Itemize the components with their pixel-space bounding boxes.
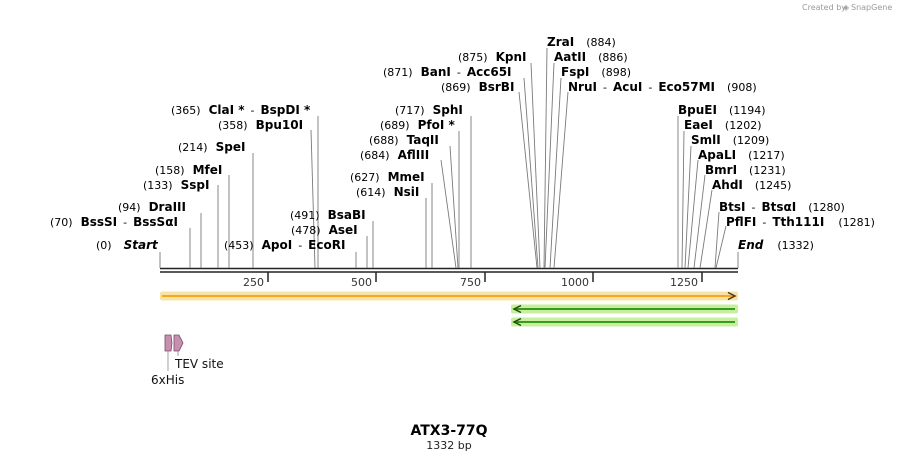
nruI-connector bbox=[553, 91, 569, 269]
feature-tev-site[interactable]: TEV site bbox=[173, 334, 224, 371]
site-aatII: AatII (886) bbox=[554, 50, 628, 64]
site-speI: (214) SpeI bbox=[178, 140, 245, 154]
kpnI-connector bbox=[530, 62, 541, 269]
smlI-connector bbox=[684, 145, 692, 269]
apaLI-connector bbox=[687, 159, 699, 269]
6xhis-feature-icon bbox=[164, 334, 173, 352]
orf-reverse-2-arrowhead-icon bbox=[512, 317, 522, 327]
feature-label-tev: TEV site bbox=[174, 357, 224, 371]
bmrI-connector bbox=[693, 174, 706, 269]
ruler-tick-label: 250 bbox=[243, 276, 264, 289]
site-apoI: (453) ApoI - EcoRI bbox=[224, 238, 345, 252]
feature-6xhis[interactable]: 6xHis bbox=[151, 334, 184, 387]
taqII-connector bbox=[449, 145, 459, 269]
banI-connector bbox=[523, 77, 539, 269]
site-pfoI: (689) PfoI * bbox=[380, 118, 455, 132]
site-bsrBI: (869) BsrBI bbox=[441, 80, 514, 94]
ruler: 250 500 750 1000 1250 bbox=[243, 272, 703, 289]
end-label: End (1332) bbox=[738, 238, 814, 252]
site-fspI: FspI (898) bbox=[561, 65, 631, 79]
pflFI-connector bbox=[715, 225, 727, 269]
orf-reverse-arrow-1[interactable] bbox=[511, 304, 738, 314]
site-sspI: (133) SspI bbox=[143, 178, 209, 192]
map-length: 1332 bp bbox=[426, 439, 471, 452]
site-bmrI: BmrI (1231) bbox=[705, 163, 786, 177]
snapgene-logo-icon: ◈ bbox=[843, 3, 850, 12]
ruler-tick-label: 1000 bbox=[561, 276, 589, 289]
aflIII-connector bbox=[440, 159, 457, 269]
site-zraI: ZraI (884) bbox=[547, 35, 616, 49]
site-aflIII: (684) AflIII bbox=[360, 148, 429, 162]
site-bpu10I: (358) Bpu10I bbox=[218, 118, 303, 132]
ruler-tick-label: 1250 bbox=[670, 276, 698, 289]
site-smlI: SmlI (1209) bbox=[691, 133, 769, 147]
ahdI-connector bbox=[699, 189, 713, 269]
site-ahdI: AhdI (1245) bbox=[712, 178, 791, 192]
orf-reverse-1-arrowhead-icon bbox=[512, 304, 522, 314]
site-nsiI: (614) NsiI bbox=[356, 185, 419, 199]
start-label: (0) Start bbox=[96, 238, 159, 252]
site-banI: (871) BanI - Acc65I bbox=[383, 65, 512, 79]
site-mmeI: (627) MmeI bbox=[350, 170, 425, 184]
btsI-connector bbox=[714, 211, 720, 269]
aatII-connector bbox=[544, 62, 555, 269]
site-kpnI: (875) KpnI bbox=[458, 50, 527, 64]
site-nruI: NruI - AcuI - Eco57MI (908) bbox=[568, 80, 757, 94]
site-draIII: (94) DraIII bbox=[118, 200, 186, 214]
site-sphI: (717) SphI bbox=[395, 103, 463, 117]
ruler-tick-label: 750 bbox=[460, 276, 481, 289]
bpu10I-connector bbox=[310, 129, 316, 269]
zraI-connector bbox=[543, 47, 548, 269]
ruler-tick-label: 500 bbox=[351, 276, 372, 289]
site-claI: (365) ClaI * - BspDI * bbox=[171, 103, 311, 117]
site-bsaBI: (491) BsaBI bbox=[290, 208, 366, 222]
site-apaLI: ApaLI (1217) bbox=[698, 148, 785, 162]
site-bssSI: (70) BssSI - BssSαI bbox=[50, 215, 178, 229]
created-by-text: Created by bbox=[802, 3, 846, 12]
orf-forward-arrowhead-icon bbox=[727, 291, 737, 301]
site-pflFI: PflFI - Tth111I (1281) bbox=[726, 215, 875, 229]
bsrBI-connector bbox=[518, 91, 538, 269]
site-bpuEI: BpuEI (1194) bbox=[678, 103, 766, 117]
orf-forward-arrow[interactable] bbox=[160, 291, 738, 301]
tev-feature-icon bbox=[173, 334, 184, 352]
site-mfeI: (158) MfeI bbox=[155, 163, 222, 177]
site-eaeI: EaeI (1202) bbox=[684, 118, 761, 132]
eaeI-connector bbox=[681, 130, 685, 269]
site-taqII: (688) TaqII bbox=[369, 133, 439, 147]
site-aseI: (478) AseI bbox=[291, 223, 358, 237]
site-btsI: BtsI - BtsαI (1280) bbox=[719, 200, 845, 214]
snapgene-brand: SnapGene bbox=[851, 3, 892, 12]
orf-reverse-arrow-2[interactable] bbox=[511, 317, 738, 327]
map-title: ATX3-77Q bbox=[410, 423, 487, 439]
site-connectors bbox=[159, 47, 739, 269]
fspI-connector bbox=[549, 77, 562, 269]
feature-label-6xhis: 6xHis bbox=[151, 373, 184, 387]
